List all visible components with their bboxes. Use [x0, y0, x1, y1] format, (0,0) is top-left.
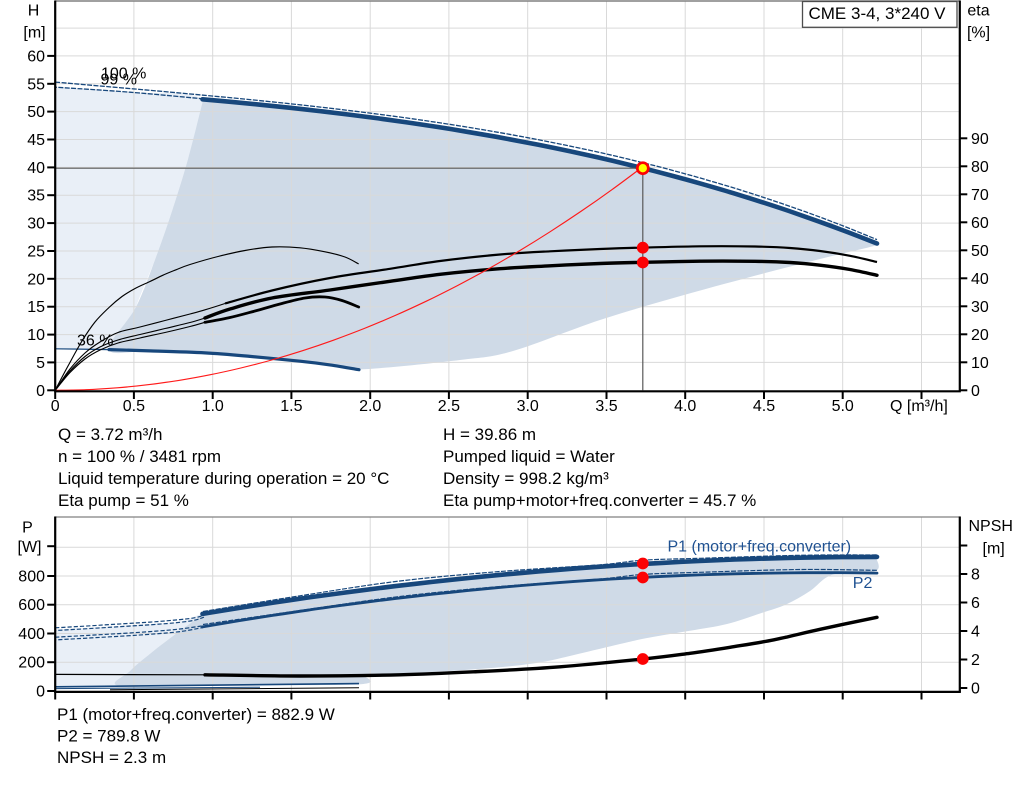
svg-text:4.5: 4.5: [753, 398, 775, 415]
svg-text:H: H: [28, 2, 40, 19]
svg-text:4: 4: [971, 624, 980, 641]
svg-text:99 %: 99 %: [101, 72, 137, 89]
svg-text:90: 90: [971, 131, 989, 148]
svg-text:50: 50: [971, 243, 989, 260]
svg-text:1.0: 1.0: [202, 398, 224, 415]
svg-text:0: 0: [971, 681, 980, 698]
svg-text:[m]: [m]: [983, 541, 1005, 558]
svg-text:P2: P2: [853, 575, 873, 592]
svg-text:Q [m³/h]: Q [m³/h]: [890, 398, 948, 415]
svg-text:30: 30: [27, 216, 45, 233]
svg-text:70: 70: [971, 187, 989, 204]
svg-text:10: 10: [27, 327, 45, 344]
svg-text:Q = 3.72 m³/h: Q = 3.72 m³/h: [58, 425, 162, 444]
svg-text:0: 0: [36, 383, 45, 400]
svg-text:2.0: 2.0: [359, 398, 381, 415]
svg-text:600: 600: [18, 597, 45, 614]
svg-text:20: 20: [27, 271, 45, 288]
svg-text:0: 0: [51, 398, 60, 415]
svg-text:0.5: 0.5: [123, 398, 145, 415]
svg-text:Liquid temperature during oper: Liquid temperature during operation = 20…: [58, 469, 389, 488]
svg-text:400: 400: [18, 626, 45, 643]
svg-text:40: 40: [27, 160, 45, 177]
svg-text:H = 39.86 m: H = 39.86 m: [443, 425, 536, 444]
svg-text:80: 80: [971, 159, 989, 176]
svg-text:60: 60: [27, 48, 45, 65]
svg-text:6: 6: [971, 595, 980, 612]
svg-text:200: 200: [18, 655, 45, 672]
svg-text:2.5: 2.5: [438, 398, 460, 415]
svg-text:50: 50: [27, 104, 45, 121]
svg-text:P1 (motor+freq.converter): P1 (motor+freq.converter): [668, 539, 852, 556]
svg-text:40: 40: [971, 271, 989, 288]
svg-text:NPSH = 2.3 m: NPSH = 2.3 m: [57, 748, 166, 767]
svg-text:0: 0: [36, 684, 45, 701]
svg-text:100 %: 100 %: [101, 66, 146, 83]
svg-text:P2 = 789.8 W: P2 = 789.8 W: [57, 727, 160, 746]
svg-text:60: 60: [971, 215, 989, 232]
svg-text:5: 5: [36, 355, 45, 372]
svg-text:[%]: [%]: [967, 24, 990, 41]
svg-text:25: 25: [27, 244, 45, 261]
svg-text:30: 30: [971, 299, 989, 316]
svg-text:eta: eta: [967, 2, 989, 19]
svg-text:2: 2: [971, 652, 980, 669]
svg-text:35: 35: [27, 188, 45, 205]
svg-text:1.5: 1.5: [280, 398, 302, 415]
svg-text:Eta pump = 51 %: Eta pump = 51 %: [58, 491, 189, 510]
svg-text:4.0: 4.0: [674, 398, 696, 415]
svg-text:20: 20: [971, 327, 989, 344]
svg-text:45: 45: [27, 132, 45, 149]
svg-text:Pumped liquid = Water: Pumped liquid = Water: [443, 447, 615, 466]
svg-text:[W]: [W]: [18, 539, 42, 556]
svg-text:CME 3-4, 3*240 V: CME 3-4, 3*240 V: [808, 4, 946, 23]
svg-text:15: 15: [27, 299, 45, 316]
svg-text:Eta pump+motor+freq.converter: Eta pump+motor+freq.converter = 45.7 %: [443, 491, 756, 510]
svg-text:5.0: 5.0: [832, 398, 854, 415]
svg-text:3.5: 3.5: [595, 398, 617, 415]
svg-text:55: 55: [27, 76, 45, 93]
svg-text:8: 8: [971, 567, 980, 584]
svg-text:n = 100 % / 3481 rpm: n = 100 % / 3481 rpm: [58, 447, 221, 466]
svg-text:P1 (motor+freq.converter) = 88: P1 (motor+freq.converter) = 882.9 W: [57, 705, 335, 724]
svg-text:800: 800: [18, 569, 45, 586]
svg-text:0: 0: [971, 383, 980, 400]
svg-text:NPSH: NPSH: [969, 518, 1013, 535]
svg-text:10: 10: [971, 355, 989, 372]
svg-text:P: P: [22, 520, 33, 537]
svg-text:Density = 998.2 kg/m³: Density = 998.2 kg/m³: [443, 469, 609, 488]
svg-text:36 %: 36 %: [77, 333, 113, 350]
svg-text:3.0: 3.0: [517, 398, 539, 415]
svg-text:[m]: [m]: [23, 24, 45, 41]
